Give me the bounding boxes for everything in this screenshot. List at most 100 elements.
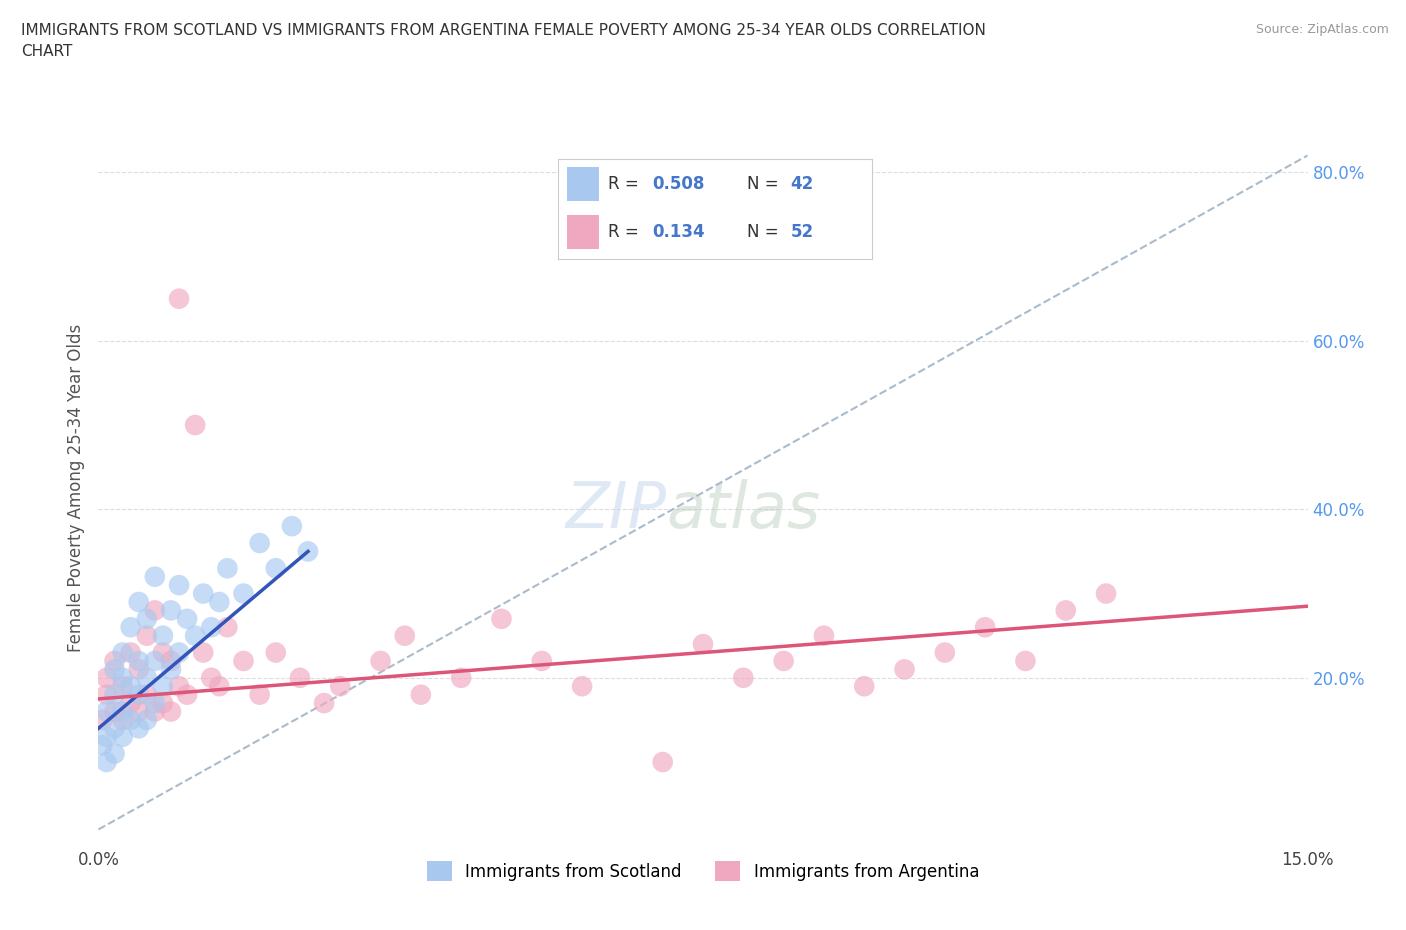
Text: Source: ZipAtlas.com: Source: ZipAtlas.com <box>1256 23 1389 36</box>
Point <box>143 654 166 669</box>
Point <box>143 704 166 719</box>
Text: ZIP: ZIP <box>565 479 666 540</box>
Point <box>135 611 157 626</box>
Point <box>651 754 673 769</box>
Point <box>120 679 142 694</box>
Point <box>103 704 125 719</box>
Point <box>450 671 472 685</box>
Point <box>120 712 142 727</box>
Point <box>193 586 215 601</box>
Point <box>91 737 114 752</box>
Point <box>143 603 166 618</box>
Point <box>491 611 513 626</box>
Point <box>96 704 118 719</box>
Point <box>160 662 183 677</box>
Text: IMMIGRANTS FROM SCOTLAND VS IMMIGRANTS FROM ARGENTINA FEMALE POVERTY AMONG 25-34: IMMIGRANTS FROM SCOTLAND VS IMMIGRANTS F… <box>21 23 986 60</box>
Point <box>314 696 336 711</box>
Point <box>120 696 142 711</box>
Point <box>143 696 166 711</box>
Point <box>167 679 190 694</box>
Point <box>370 654 392 669</box>
Y-axis label: Female Poverty Among 25-34 Year Olds: Female Poverty Among 25-34 Year Olds <box>66 325 84 652</box>
Point <box>111 671 134 685</box>
Point <box>571 679 593 694</box>
Point <box>96 754 118 769</box>
Point <box>232 586 254 601</box>
Point <box>176 611 198 626</box>
Point <box>281 519 304 534</box>
Point <box>176 687 198 702</box>
Point <box>152 696 174 711</box>
Point <box>103 654 125 669</box>
Point <box>135 671 157 685</box>
Point <box>264 561 287 576</box>
Point <box>733 671 755 685</box>
Point <box>530 654 553 669</box>
Point <box>128 654 150 669</box>
Point <box>1054 603 1077 618</box>
Point <box>184 629 207 644</box>
Point <box>934 645 956 660</box>
Point <box>813 629 835 644</box>
Point <box>152 645 174 660</box>
Point <box>160 654 183 669</box>
Point <box>96 671 118 685</box>
Point <box>111 645 134 660</box>
Point <box>200 671 222 685</box>
Point <box>232 654 254 669</box>
Point <box>264 645 287 660</box>
Point <box>128 687 150 702</box>
Point <box>184 418 207 432</box>
Point <box>152 629 174 644</box>
Point <box>208 679 231 694</box>
Point <box>974 619 997 634</box>
Point <box>1014 654 1036 669</box>
Point <box>103 662 125 677</box>
Point <box>111 679 134 694</box>
Point <box>249 536 271 551</box>
Point <box>329 679 352 694</box>
Point <box>1095 586 1118 601</box>
Point <box>160 704 183 719</box>
Point <box>217 619 239 634</box>
Point <box>103 746 125 761</box>
Point <box>152 679 174 694</box>
Point <box>217 561 239 576</box>
Point <box>111 729 134 744</box>
Point <box>160 603 183 618</box>
Point <box>103 721 125 736</box>
Point <box>193 645 215 660</box>
Point <box>394 629 416 644</box>
Legend: Immigrants from Scotland, Immigrants from Argentina: Immigrants from Scotland, Immigrants fro… <box>420 855 986 888</box>
Point <box>167 578 190 592</box>
Point <box>128 704 150 719</box>
Point <box>893 662 915 677</box>
Point <box>103 687 125 702</box>
Point <box>288 671 311 685</box>
Point <box>128 662 150 677</box>
Point <box>167 291 190 306</box>
Point <box>120 645 142 660</box>
Point <box>167 645 190 660</box>
Point <box>135 712 157 727</box>
Point <box>111 712 134 727</box>
Point <box>853 679 876 694</box>
Point <box>249 687 271 702</box>
Point <box>692 637 714 652</box>
Point <box>120 619 142 634</box>
Point <box>143 569 166 584</box>
Point <box>297 544 319 559</box>
Point <box>208 594 231 609</box>
Point <box>128 721 150 736</box>
Point <box>409 687 432 702</box>
Point <box>772 654 794 669</box>
Text: atlas: atlas <box>666 479 821 540</box>
Point <box>96 729 118 744</box>
Point <box>135 687 157 702</box>
Point <box>111 704 134 719</box>
Point <box>135 629 157 644</box>
Point <box>200 619 222 634</box>
Point <box>91 712 114 727</box>
Point <box>128 594 150 609</box>
Point <box>96 687 118 702</box>
